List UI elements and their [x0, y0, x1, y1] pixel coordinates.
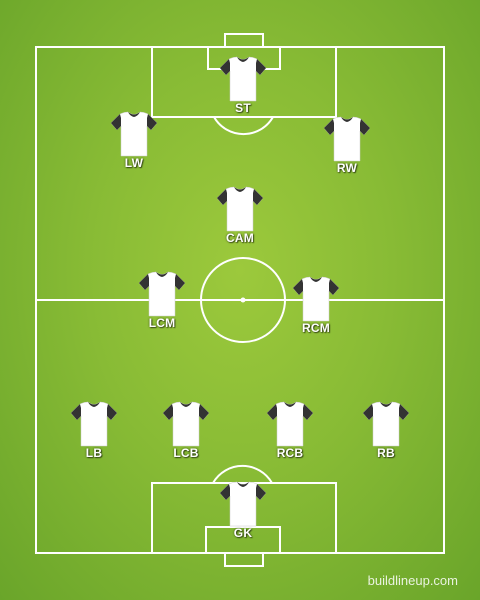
player-gk[interactable]: GK [213, 480, 273, 550]
player-position-label: GK [233, 526, 253, 540]
player-position-label: RW [336, 161, 358, 175]
jersey-icon [216, 186, 264, 232]
jersey-icon [323, 116, 371, 162]
top-goal [224, 33, 264, 48]
jersey-icon [362, 401, 410, 447]
jersey-icon [110, 111, 158, 157]
center-spot [240, 297, 246, 303]
watermark: buildlineup.com [367, 573, 458, 588]
jersey-icon [292, 276, 340, 322]
player-rw[interactable]: RW [317, 115, 377, 185]
player-st[interactable]: ST [213, 55, 273, 125]
bottom-penalty-arc [212, 464, 273, 484]
jersey-icon [162, 401, 210, 447]
player-lcm[interactable]: LCM [132, 270, 192, 340]
player-position-label: ST [235, 101, 251, 115]
player-position-label: LCM [148, 316, 176, 330]
player-position-label: RB [377, 446, 395, 460]
jersey-icon [219, 481, 267, 527]
player-lb[interactable]: LB [64, 400, 124, 470]
player-rcb[interactable]: RCB [260, 400, 320, 470]
player-rb[interactable]: RB [356, 400, 416, 470]
top-penalty-arc [213, 116, 274, 136]
bottom-goal [224, 552, 264, 567]
jersey-icon [266, 401, 314, 447]
player-cam[interactable]: CAM [210, 185, 270, 255]
player-position-label: LCB [173, 446, 199, 460]
player-position-label: CAM [226, 231, 254, 245]
center-circle [200, 257, 286, 343]
jersey-icon [70, 401, 118, 447]
jersey-icon [219, 56, 267, 102]
jersey-icon [138, 271, 186, 317]
player-position-label: RCB [276, 446, 304, 460]
player-position-label: LW [124, 156, 144, 170]
player-rcm[interactable]: RCM [286, 275, 346, 345]
player-lcb[interactable]: LCB [156, 400, 216, 470]
player-position-label: RCM [302, 321, 330, 335]
player-position-label: LB [85, 446, 103, 460]
player-lw[interactable]: LW [104, 110, 164, 180]
